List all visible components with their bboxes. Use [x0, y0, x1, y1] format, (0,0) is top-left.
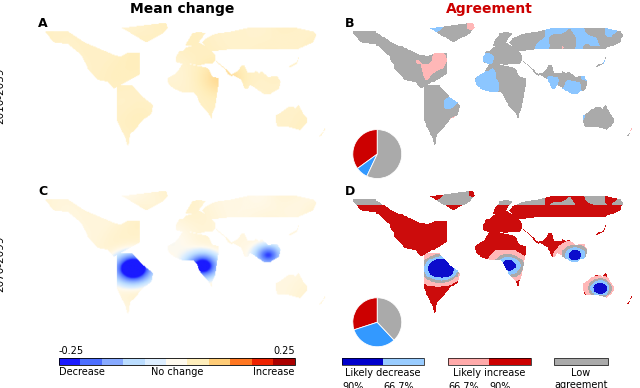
Text: Low
agreement: Low agreement [554, 368, 608, 388]
Bar [59, 358, 81, 365]
Text: 90%: 90% [342, 381, 364, 388]
Bar [59, 358, 294, 365]
Bar [230, 358, 252, 365]
Bar [383, 358, 424, 365]
Text: Decrease: Decrease [59, 367, 105, 378]
Bar [448, 358, 531, 365]
Bar [188, 358, 209, 365]
Text: Likely decrease: Likely decrease [346, 368, 421, 378]
Text: B: B [345, 17, 355, 30]
Title: Agreement: Agreement [446, 2, 532, 16]
Text: 66.7%: 66.7% [383, 381, 414, 388]
Bar [102, 358, 124, 365]
Bar [448, 358, 490, 365]
Bar [490, 358, 531, 365]
Bar [342, 358, 383, 365]
Title: Mean change: Mean change [131, 2, 235, 16]
Text: Likely increase: Likely increase [453, 368, 525, 378]
Bar [80, 358, 102, 365]
Text: 66.7%: 66.7% [448, 381, 479, 388]
Text: 2010-2039: 2010-2039 [0, 68, 6, 124]
Bar [342, 358, 424, 365]
Bar [145, 358, 166, 365]
Text: A: A [38, 17, 48, 30]
Bar [123, 358, 145, 365]
Bar [554, 358, 608, 365]
Text: 0.25: 0.25 [273, 346, 294, 357]
Text: C: C [38, 185, 47, 198]
Text: 2070-2099: 2070-2099 [0, 236, 6, 293]
Bar [209, 358, 231, 365]
Bar [252, 358, 274, 365]
Bar [166, 358, 188, 365]
Text: 90%: 90% [490, 381, 511, 388]
Text: No change: No change [150, 367, 203, 378]
Bar [273, 358, 295, 365]
Text: D: D [345, 185, 355, 198]
Text: Increase: Increase [253, 367, 294, 378]
Text: -0.25: -0.25 [59, 346, 84, 357]
